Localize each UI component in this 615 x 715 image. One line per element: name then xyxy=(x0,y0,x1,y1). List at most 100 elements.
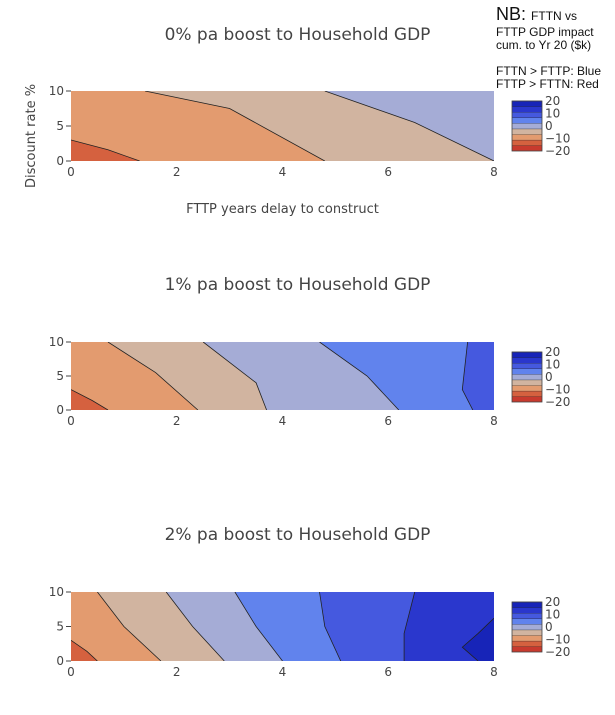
x-tick-label: 0 xyxy=(67,665,75,679)
x-tick-label: 0 xyxy=(67,414,75,428)
colorbar-tick-label: −10 xyxy=(545,633,570,647)
note-line-3: cum. to Yr 20 ($k) xyxy=(496,38,592,52)
colorbar-band xyxy=(512,618,542,625)
x-tick-label: 0 xyxy=(67,165,75,179)
y-tick-label: 10 xyxy=(49,335,64,349)
legend-note: NB: FTTN vs FTTP GDP impact cum. to Yr 2… xyxy=(496,4,614,91)
contour-fill-level-1 xyxy=(71,640,98,661)
colorbar-band xyxy=(512,145,542,151)
colorbar-band xyxy=(512,390,542,397)
contour-fill-level-5 xyxy=(319,342,494,410)
y-tick-label: 0 xyxy=(56,654,64,668)
colorbar-band xyxy=(512,128,542,135)
contour-fill-level-4 xyxy=(324,91,494,161)
colorbar-band xyxy=(512,363,542,369)
note-line-5: FTTP > FTTN: Red xyxy=(496,77,599,91)
colorbar-band xyxy=(512,112,542,118)
note-nb-label: NB: xyxy=(496,4,527,24)
colorbar-tick-label: −20 xyxy=(545,144,570,158)
colorbar-band xyxy=(512,379,542,386)
colorbar-tick-label: −20 xyxy=(545,395,570,409)
note-nb-text: FTTN vs xyxy=(531,9,578,23)
note-nb-line: NB: FTTN vs xyxy=(496,4,614,26)
contour-fill-level-6 xyxy=(462,342,494,410)
contour-line xyxy=(71,139,140,161)
chart-title: 2% pa boost to Household GDP xyxy=(165,525,431,545)
colorbar-tick-label: 20 xyxy=(545,345,560,359)
x-tick-label: 6 xyxy=(384,414,392,428)
colorbar-band xyxy=(512,624,542,630)
colorbar-tick-label: 10 xyxy=(545,608,560,622)
colorbar-band xyxy=(512,635,542,641)
colorbar-band xyxy=(512,385,542,391)
contour-fill-level-8 xyxy=(462,618,494,661)
x-tick-label: 2 xyxy=(173,165,181,179)
x-tick-label: 2 xyxy=(173,665,181,679)
y-tick-label: 10 xyxy=(49,84,64,98)
colorbar-band xyxy=(512,646,542,652)
contour-line xyxy=(202,342,267,410)
chart-title: 0% pa boost to Household GDP xyxy=(165,25,431,45)
contour-line xyxy=(461,342,474,410)
colorbar-band xyxy=(512,352,542,358)
x-tick-label: 2 xyxy=(173,414,181,428)
contour-line xyxy=(319,342,400,410)
x-tick-label: 4 xyxy=(279,165,287,179)
colorbar-tick-label: 10 xyxy=(545,358,560,372)
y-axis-label: Discount rate % xyxy=(24,84,39,188)
colorbar-band xyxy=(512,607,542,614)
colorbar-tick-label: 20 xyxy=(545,94,560,108)
contour-line xyxy=(144,91,325,161)
plot-area xyxy=(71,592,494,661)
contour-line xyxy=(234,592,283,661)
colorbar-tick-label: −20 xyxy=(545,645,570,659)
colorbar-tick-label: −10 xyxy=(545,383,570,397)
colorbar-tick-label: 10 xyxy=(545,107,560,121)
colorbar-tick-label: 0 xyxy=(545,620,553,634)
contour-line xyxy=(165,592,225,661)
y-tick-label: 5 xyxy=(56,369,64,383)
x-tick-label: 8 xyxy=(490,665,498,679)
colorbar-tick-label: 0 xyxy=(545,119,553,133)
contour-line xyxy=(71,639,98,661)
colorbar-outline xyxy=(511,100,543,152)
x-tick-label: 4 xyxy=(279,414,287,428)
chart-title: 1% pa boost to Household GDP xyxy=(165,275,431,295)
contour-line xyxy=(403,592,416,661)
x-tick-label: 6 xyxy=(384,165,392,179)
colorbar-tick-label: 20 xyxy=(545,595,560,609)
contour-line xyxy=(324,91,494,161)
y-tick-label: 5 xyxy=(56,620,64,634)
colorbar-band xyxy=(512,368,542,375)
y-tick-label: 10 xyxy=(49,585,64,599)
contour-line xyxy=(107,342,199,410)
y-tick-label: 5 xyxy=(56,119,64,133)
colorbar-band xyxy=(512,629,542,636)
colorbar-band xyxy=(512,396,542,402)
colorbar-band xyxy=(512,613,542,619)
x-tick-label: 8 xyxy=(490,414,498,428)
contour-line xyxy=(97,592,162,661)
contour-line xyxy=(461,617,494,661)
colorbar-band xyxy=(512,374,542,380)
colorbar-band xyxy=(512,106,542,113)
colorbar-band xyxy=(512,357,542,364)
note-line-4: FTTN > FTTP: Blue xyxy=(496,64,602,78)
contour-line xyxy=(71,389,109,410)
colorbar-outline xyxy=(511,351,543,403)
colorbar-outline xyxy=(511,601,543,653)
x-axis-label: FTTP years delay to construct xyxy=(186,202,379,217)
colorbar-band xyxy=(512,602,542,608)
x-tick-label: 4 xyxy=(279,665,287,679)
colorbar-band xyxy=(512,134,542,140)
plot-area xyxy=(71,91,494,161)
plot-area xyxy=(71,342,494,410)
colorbar-band xyxy=(512,123,542,129)
y-tick-label: 0 xyxy=(56,154,64,168)
